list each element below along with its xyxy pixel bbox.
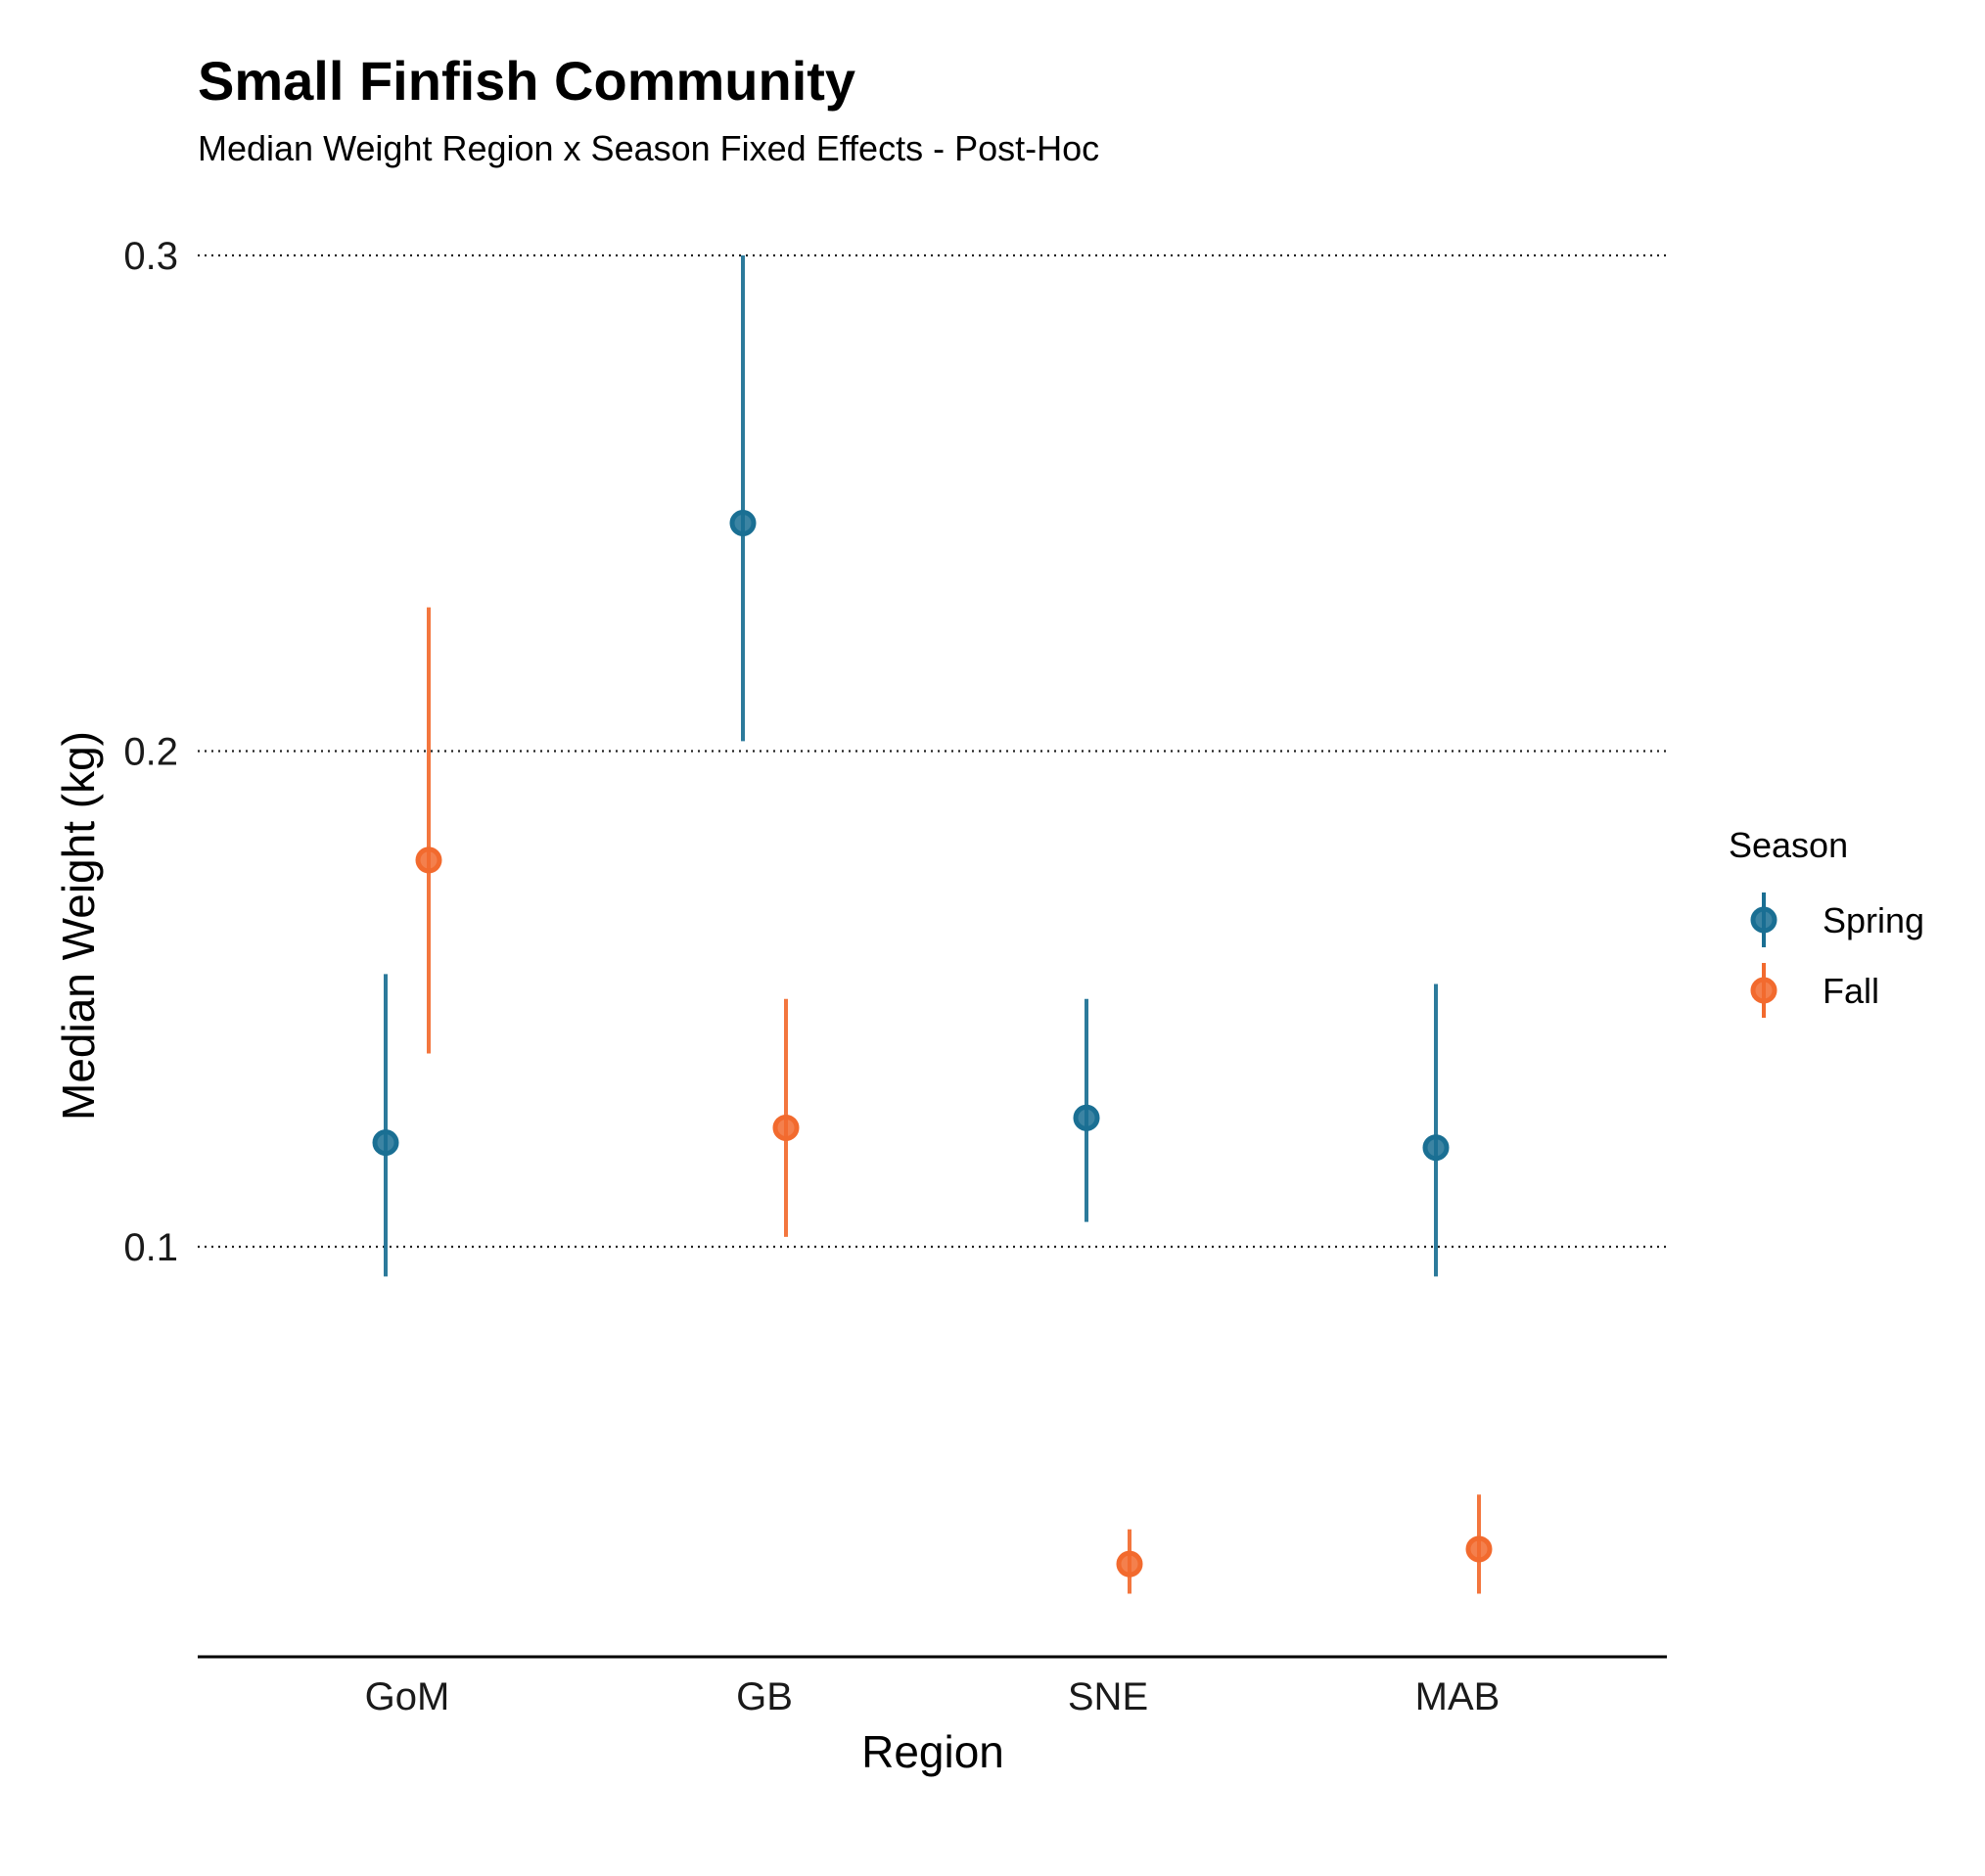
x-tick-label: SNE bbox=[1068, 1675, 1148, 1718]
data-point bbox=[415, 846, 442, 874]
x-axis-label: Region bbox=[861, 1726, 1004, 1777]
x-tick-label: MAB bbox=[1415, 1675, 1500, 1718]
legend-key-point bbox=[1750, 906, 1777, 934]
y-tick-label: 0.1 bbox=[123, 1226, 178, 1269]
data-point bbox=[1116, 1550, 1143, 1578]
legend-item-fall: Fall bbox=[1750, 963, 1879, 1018]
plot-marks bbox=[372, 255, 1493, 1594]
data-point bbox=[1465, 1535, 1493, 1563]
data-point bbox=[1073, 1104, 1100, 1131]
legend: Season Spring Fall bbox=[1729, 825, 1924, 1018]
data-point bbox=[772, 1114, 800, 1141]
series-spring bbox=[372, 255, 1450, 1277]
y-axis-label: Median Weight (kg) bbox=[53, 731, 104, 1121]
legend-title: Season bbox=[1729, 825, 1848, 865]
data-point bbox=[729, 510, 757, 537]
data-point bbox=[1422, 1134, 1450, 1162]
legend-item-spring: Spring bbox=[1750, 892, 1924, 947]
gridlines bbox=[198, 253, 1667, 1249]
y-tick-label: 0.3 bbox=[123, 235, 178, 278]
chart-title: Small Finfish Community bbox=[198, 50, 855, 112]
x-axis-ticks: GoM GB SNE MAB bbox=[365, 1675, 1500, 1718]
y-axis-ticks: 0.1 0.2 0.3 bbox=[123, 235, 178, 1269]
x-tick-label: GB bbox=[736, 1675, 793, 1718]
series-fall bbox=[415, 607, 1493, 1594]
legend-key-point bbox=[1750, 977, 1777, 1004]
y-tick-label: 0.2 bbox=[123, 731, 178, 774]
data-point bbox=[372, 1129, 399, 1157]
legend-label: Spring bbox=[1823, 900, 1924, 940]
legend-label: Fall bbox=[1823, 971, 1879, 1011]
x-tick-label: GoM bbox=[365, 1675, 450, 1718]
chart-subtitle: Median Weight Region x Season Fixed Effe… bbox=[198, 128, 1099, 168]
